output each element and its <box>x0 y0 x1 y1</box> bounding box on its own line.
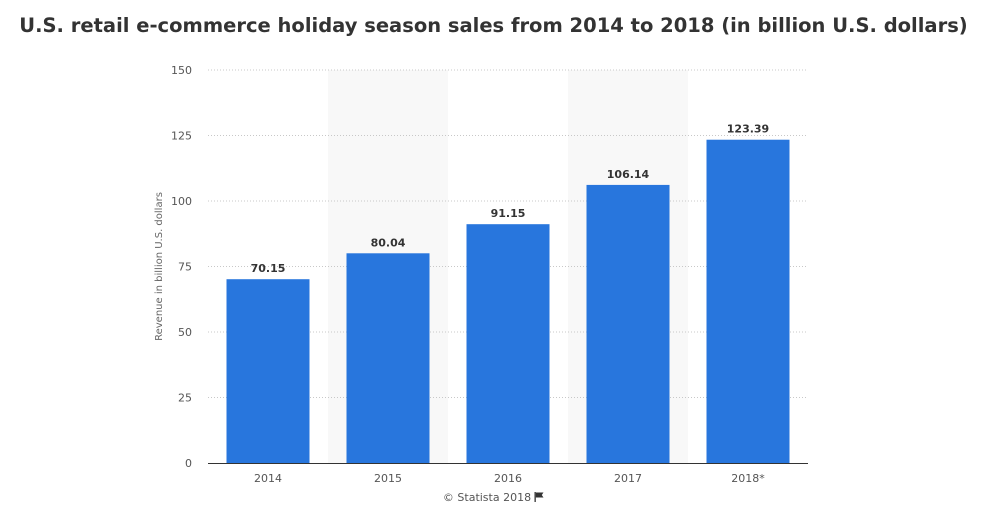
chart-title: U.S. retail e-commerce holiday season sa… <box>19 14 968 37</box>
x-tick-label: 2017 <box>614 472 642 485</box>
data-labels: 70.15 80.04 91.15 106.14 123.39 <box>251 123 770 275</box>
data-label: 80.04 <box>371 236 406 249</box>
data-label: 70.15 <box>251 262 286 275</box>
data-label: 123.39 <box>727 123 769 136</box>
y-tick-label: 0 <box>185 457 192 470</box>
x-tick-label: 2018* <box>731 472 765 485</box>
y-tick-label: 75 <box>178 261 192 274</box>
y-tick-label: 25 <box>178 392 192 405</box>
y-tick-label: 150 <box>171 64 192 77</box>
bar-2018* <box>706 139 790 463</box>
flag-icon <box>534 492 544 502</box>
bar-2015 <box>346 253 430 463</box>
bar-2016 <box>466 224 550 463</box>
y-tick-label: 125 <box>171 130 192 143</box>
x-tick-label: 2014 <box>254 472 282 485</box>
bars <box>226 139 790 463</box>
y-tick-label: 50 <box>178 326 192 339</box>
y-axis-ticks: 0 25 50 75 100 125 150 <box>171 64 192 470</box>
bar-2014 <box>226 279 310 463</box>
x-tick-label: 2015 <box>374 472 402 485</box>
bar-2017 <box>586 184 670 463</box>
credit: © Statista 2018 <box>0 491 987 504</box>
credit-text: © Statista 2018 <box>442 491 532 504</box>
data-label: 91.15 <box>491 207 526 220</box>
x-axis-ticks: 2014 2015 2016 2017 2018* <box>254 472 765 485</box>
y-tick-label: 100 <box>171 195 192 208</box>
data-label: 106.14 <box>607 168 650 181</box>
y-axis-title: Revenue in billion U.S. dollars <box>154 192 165 341</box>
x-tick-label: 2016 <box>494 472 522 485</box>
